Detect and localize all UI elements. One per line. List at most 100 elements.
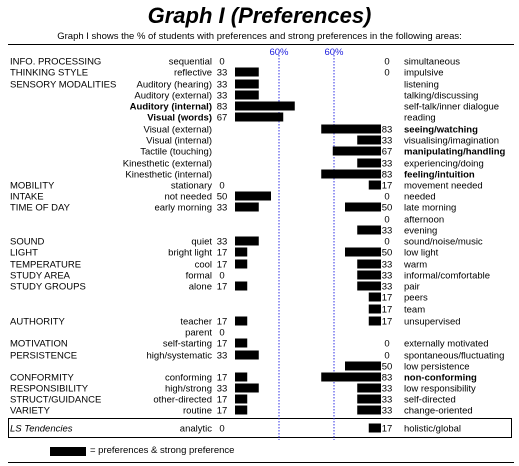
left-value: 17: [217, 373, 228, 384]
right-value: 33: [382, 395, 393, 406]
right-bar: [357, 225, 381, 235]
right-label: spontaneous/fluctuating: [404, 351, 504, 362]
right-label: impulsive: [404, 68, 444, 79]
left-value: 0: [219, 328, 224, 339]
area-label: CONFORMITY: [10, 373, 75, 384]
left-bar: [235, 101, 295, 111]
right-bar: [368, 316, 381, 326]
ls-tendencies-box: [8, 418, 512, 438]
right-label: warm: [403, 260, 427, 271]
right-bar: [368, 180, 381, 190]
right-value: 33: [382, 159, 393, 170]
right-value: 0: [384, 192, 389, 203]
left-bar: [235, 405, 248, 415]
left-label: high/strong: [165, 384, 212, 395]
right-value: 17: [382, 293, 393, 304]
right-label: sound/noise/music: [404, 237, 483, 248]
bottom-rule: [8, 462, 514, 463]
area-label: RESPONSIBILITY: [10, 384, 89, 395]
right-bar: [357, 158, 381, 168]
right-value: 0: [384, 57, 389, 68]
area-label: LIGHT: [10, 248, 38, 259]
right-bar: [345, 202, 381, 212]
left-value: 0: [219, 271, 224, 282]
left-label: other-directed: [153, 395, 212, 406]
area-label: PERSISTENCE: [10, 351, 77, 362]
left-label: Kinesthetic (internal): [125, 170, 212, 181]
area-label: MOBILITY: [10, 181, 55, 192]
right-value: 17: [382, 181, 393, 192]
left-label: teacher: [180, 317, 212, 328]
left-bar: [235, 281, 248, 291]
right-value: 33: [382, 384, 393, 395]
left-bar: [235, 90, 259, 100]
right-label: pair: [404, 282, 420, 293]
right-bar: [357, 394, 381, 404]
right-value: 67: [382, 147, 393, 158]
area-label: SENSORY MODALITIES: [10, 80, 116, 91]
right-label: team: [404, 305, 425, 316]
right-value: 0: [384, 237, 389, 248]
left-value: 33: [217, 80, 228, 91]
right-label: unsupervised: [404, 317, 461, 328]
right-value: 17: [382, 424, 393, 435]
right-bar: [357, 281, 381, 291]
right-label: talking/discussing: [404, 91, 478, 102]
left-label: Visual (words): [147, 113, 212, 124]
right-value: 83: [382, 373, 393, 384]
left-value: 67: [217, 113, 228, 124]
left-bar: [235, 202, 259, 212]
left-label: cool: [195, 260, 212, 271]
left-reference-label: 60%: [269, 47, 289, 58]
right-bar: [368, 423, 381, 433]
right-bar: [345, 247, 381, 257]
right-value: 83: [382, 125, 393, 136]
right-value: 50: [382, 203, 393, 214]
right-bar: [321, 124, 381, 134]
left-label: stationary: [171, 181, 212, 192]
right-label: listening: [404, 80, 439, 91]
right-label: manipulating/handling: [404, 147, 506, 158]
right-label: self-directed: [404, 395, 456, 406]
left-label: Tactile (touching): [140, 147, 212, 158]
left-label: quiet: [191, 237, 212, 248]
right-bar: [357, 270, 381, 280]
right-label: informal/comfortable: [404, 271, 490, 282]
right-value: 50: [382, 362, 393, 373]
left-value: 83: [217, 102, 228, 113]
right-label: seeing/watching: [404, 125, 478, 136]
right-label: low light: [404, 248, 439, 259]
area-label: INTAKE: [10, 192, 44, 203]
left-label: bright light: [168, 248, 212, 259]
left-value: 17: [217, 260, 228, 271]
left-bar: [235, 338, 248, 348]
left-value: 17: [217, 395, 228, 406]
left-value: 17: [217, 406, 228, 417]
right-value: 33: [382, 260, 393, 271]
left-bar: [235, 112, 284, 122]
right-label: visualising/imagination: [404, 136, 499, 147]
left-label: Auditory (hearing): [136, 80, 212, 91]
left-bar: [235, 79, 259, 89]
right-value: 33: [382, 136, 393, 147]
left-value: 33: [217, 68, 228, 79]
right-value: 0: [384, 215, 389, 226]
left-label: Visual (external): [144, 125, 212, 136]
area-label: MOTIVATION: [10, 339, 68, 350]
right-value: 0: [384, 351, 389, 362]
left-bar: [235, 67, 259, 77]
left-label: alone: [189, 282, 212, 293]
left-value: 0: [219, 181, 224, 192]
right-label: late morning: [404, 203, 456, 214]
left-label: Visual (internal): [146, 136, 212, 147]
right-label: low persistence: [404, 362, 469, 373]
right-label: feeling/intuition: [404, 170, 475, 181]
right-bar: [357, 259, 381, 269]
right-value: 0: [384, 339, 389, 350]
area-label: TEMPERATURE: [10, 260, 81, 271]
right-label: externally motivated: [404, 339, 488, 350]
left-label: conforming: [165, 373, 212, 384]
area-label: TIME OF DAY: [10, 203, 71, 214]
left-label: Auditory (internal): [130, 102, 212, 113]
